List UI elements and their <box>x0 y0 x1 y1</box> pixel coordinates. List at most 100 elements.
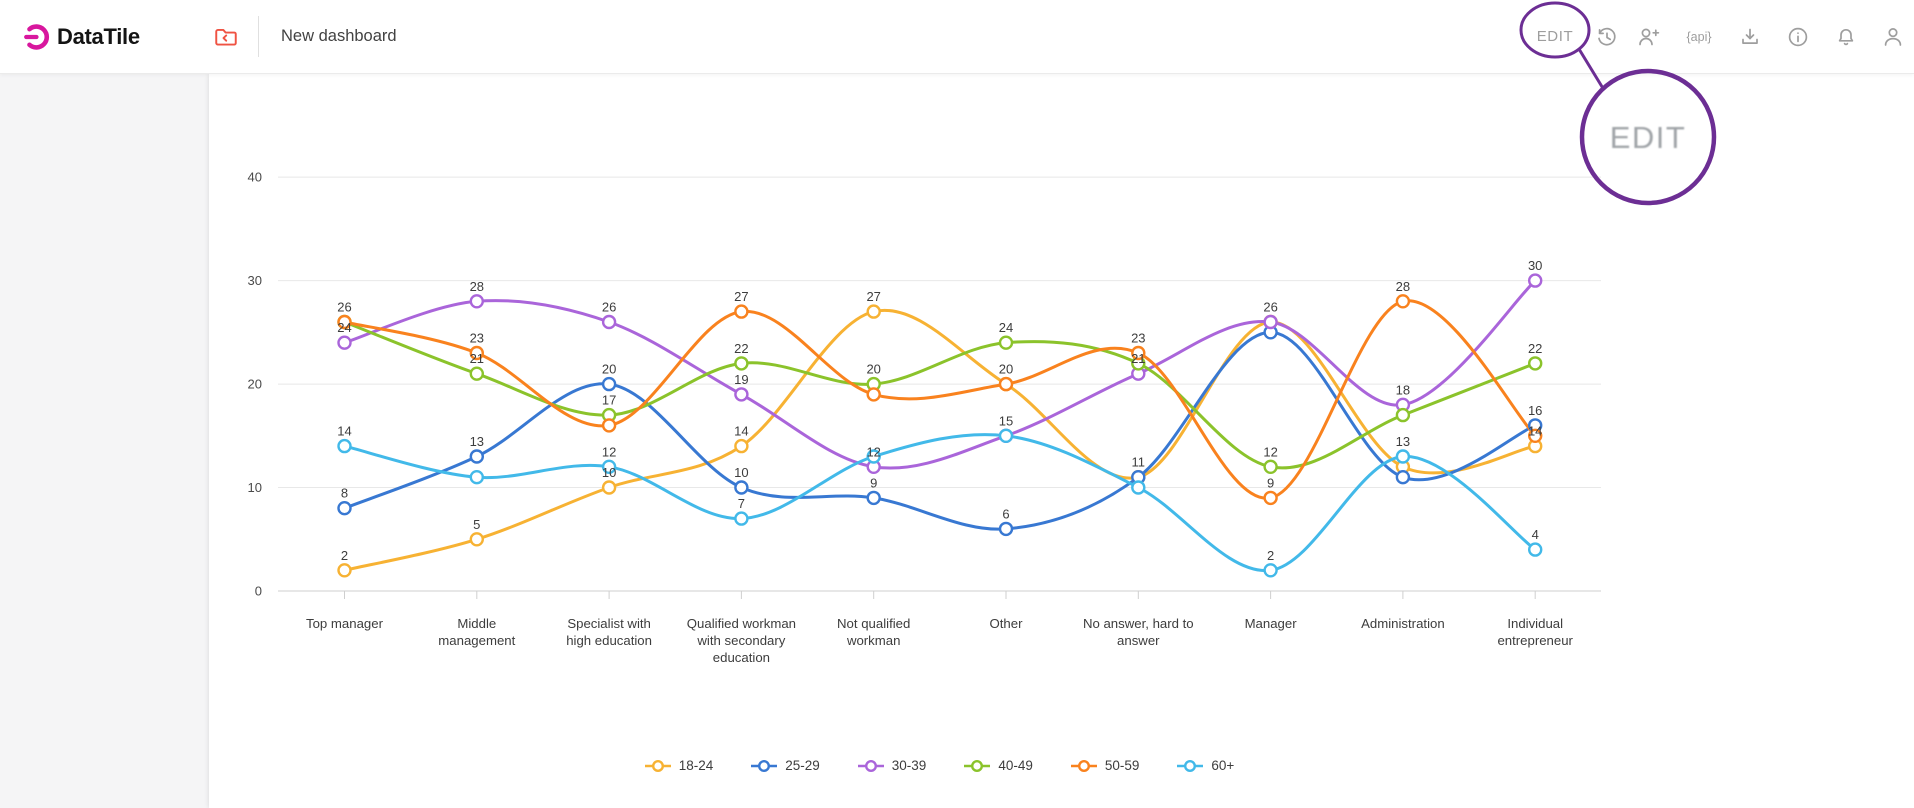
data-point-60+-4[interactable] <box>866 449 881 464</box>
data-label: 2 <box>341 548 348 563</box>
data-point-25-29-8[interactable] <box>1395 470 1411 485</box>
header-divider <box>258 16 259 57</box>
download-icon <box>1742 28 1758 44</box>
data-label: 14 <box>1528 424 1542 439</box>
data-point-50-59-0[interactable] <box>337 314 352 330</box>
legend-item-25-29[interactable]: 25-29 <box>751 758 820 773</box>
data-point-50-59-3[interactable] <box>734 304 749 319</box>
series-line-50-59[interactable] <box>343 299 1537 500</box>
data-point-30-39-9[interactable] <box>1527 273 1543 288</box>
data-point-30-39-1[interactable] <box>469 294 484 309</box>
data-point-60+-2[interactable] <box>601 459 617 474</box>
data-point-40-49-7[interactable] <box>1263 459 1278 474</box>
data-label: 19 <box>734 372 748 387</box>
data-label: 20 <box>866 362 880 377</box>
data-label: 5 <box>473 517 480 532</box>
data-point-50-59-6[interactable] <box>1131 345 1146 361</box>
data-label: 2 <box>1267 548 1274 563</box>
x-axis-label: Middle management <box>438 616 515 648</box>
line-chart-widget[interactable]: 0 10 20 30 40 Top manager Middle management Spec… <box>0 73 1914 808</box>
data-point-60+-3[interactable] <box>734 511 749 526</box>
share-user-button[interactable] <box>1633 22 1663 52</box>
legend-item-40-49[interactable]: 40-49 <box>964 758 1033 773</box>
edit-button[interactable]: EDIT <box>1528 22 1582 52</box>
data-point-25-29-1[interactable] <box>469 449 484 464</box>
data-point-30-39-3[interactable] <box>734 387 749 402</box>
data-point-25-29-3[interactable] <box>734 480 749 495</box>
data-point-40-49-8[interactable] <box>1395 407 1411 423</box>
info-button[interactable] <box>1784 22 1812 52</box>
data-point-50-59-7[interactable] <box>1263 490 1278 506</box>
series-line-25-29[interactable] <box>343 330 1537 531</box>
data-point-60+-0[interactable] <box>337 438 352 454</box>
y-axis-label-40: 40 <box>248 170 262 185</box>
legend-marker-icon <box>857 759 884 772</box>
data-point-18-24-3[interactable] <box>734 438 749 454</box>
legend-item-50-59[interactable]: 50-59 <box>1070 758 1139 773</box>
data-point-25-29-5[interactable] <box>998 521 1014 537</box>
data-point-40-49-9[interactable] <box>1527 356 1543 371</box>
api-button[interactable]: {api} <box>1676 22 1722 52</box>
data-label: 16 <box>1528 403 1542 418</box>
data-label: 14 <box>337 424 351 439</box>
x-axis-label: Qualified workman with secondary education <box>687 616 796 665</box>
data-point-60+-5[interactable] <box>998 428 1014 443</box>
series-line-60+[interactable] <box>343 433 1537 572</box>
data-label: 24 <box>337 320 351 335</box>
x-axis-label: Administration <box>1361 616 1445 631</box>
x-axis-label: Not qualified workman <box>837 616 910 648</box>
legend-item-30-39[interactable]: 30-39 <box>857 758 926 773</box>
dashboard-title[interactable]: New dashboard <box>281 27 397 45</box>
data-point-60+-6[interactable] <box>1131 480 1146 495</box>
data-point-50-59-9[interactable] <box>1527 428 1543 443</box>
legend-item-18-24[interactable]: 18-24 <box>644 758 714 773</box>
data-point-40-49-1[interactable] <box>469 366 484 381</box>
y-axis-label-0: 0 <box>255 584 262 599</box>
history-icon <box>1598 27 1616 46</box>
data-label: 11 <box>1132 455 1146 470</box>
data-point-25-29-2[interactable] <box>601 376 617 392</box>
data-label: 20 <box>602 362 616 377</box>
data-point-60+-8[interactable] <box>1395 449 1411 464</box>
profile-button[interactable] <box>1879 22 1907 52</box>
legend-marker-icon <box>751 759 778 772</box>
data-label: 26 <box>602 300 616 315</box>
data-point-18-24-1[interactable] <box>469 532 484 547</box>
folder-back-button[interactable] <box>208 0 244 73</box>
series-line-30-39[interactable] <box>343 279 1537 470</box>
legend-item-60+[interactable]: 60+ <box>1177 758 1234 773</box>
data-point-18-24-4[interactable] <box>866 304 881 319</box>
data-point-50-59-2[interactable] <box>601 418 617 433</box>
data-point-30-39-2[interactable] <box>601 314 617 330</box>
history-button[interactable] <box>1592 22 1620 52</box>
data-point-50-59-1[interactable] <box>469 345 484 361</box>
x-axis-label: Specialist with high education <box>566 616 652 648</box>
download-button[interactable] <box>1736 22 1764 52</box>
data-point-60+-9[interactable] <box>1527 542 1543 557</box>
data-point-50-59-8[interactable] <box>1395 294 1411 309</box>
data-point-40-49-3[interactable] <box>734 356 749 371</box>
data-point-40-49-5[interactable] <box>998 335 1014 350</box>
data-point-25-29-4[interactable] <box>866 490 881 506</box>
data-point-60+-1[interactable] <box>469 470 484 485</box>
data-point-30-39-7[interactable] <box>1263 314 1278 330</box>
data-point-18-24-2[interactable] <box>601 480 617 495</box>
data-point-18-24-0[interactable] <box>337 563 352 578</box>
notifications-button[interactable] <box>1832 22 1860 52</box>
y-axis-label-20: 20 <box>248 377 262 392</box>
add-user-icon <box>1639 28 1660 45</box>
data-label: 12 <box>602 444 616 459</box>
data-point-60+-7[interactable] <box>1263 563 1278 578</box>
data-label: 9 <box>1267 475 1274 490</box>
data-label: 26 <box>1263 300 1277 315</box>
data-point-50-59-5[interactable] <box>998 376 1014 392</box>
data-label: 21 <box>1131 351 1145 366</box>
data-point-30-39-0[interactable] <box>337 335 352 350</box>
brand-logo[interactable]: DataTile <box>20 0 140 73</box>
legend-label: 18-24 <box>678 758 714 773</box>
data-label: 6 <box>1002 506 1009 521</box>
data-label: 27 <box>866 289 880 304</box>
data-point-25-29-0[interactable] <box>337 501 352 516</box>
data-point-50-59-4[interactable] <box>866 387 881 402</box>
data-label: 7 <box>738 496 745 511</box>
